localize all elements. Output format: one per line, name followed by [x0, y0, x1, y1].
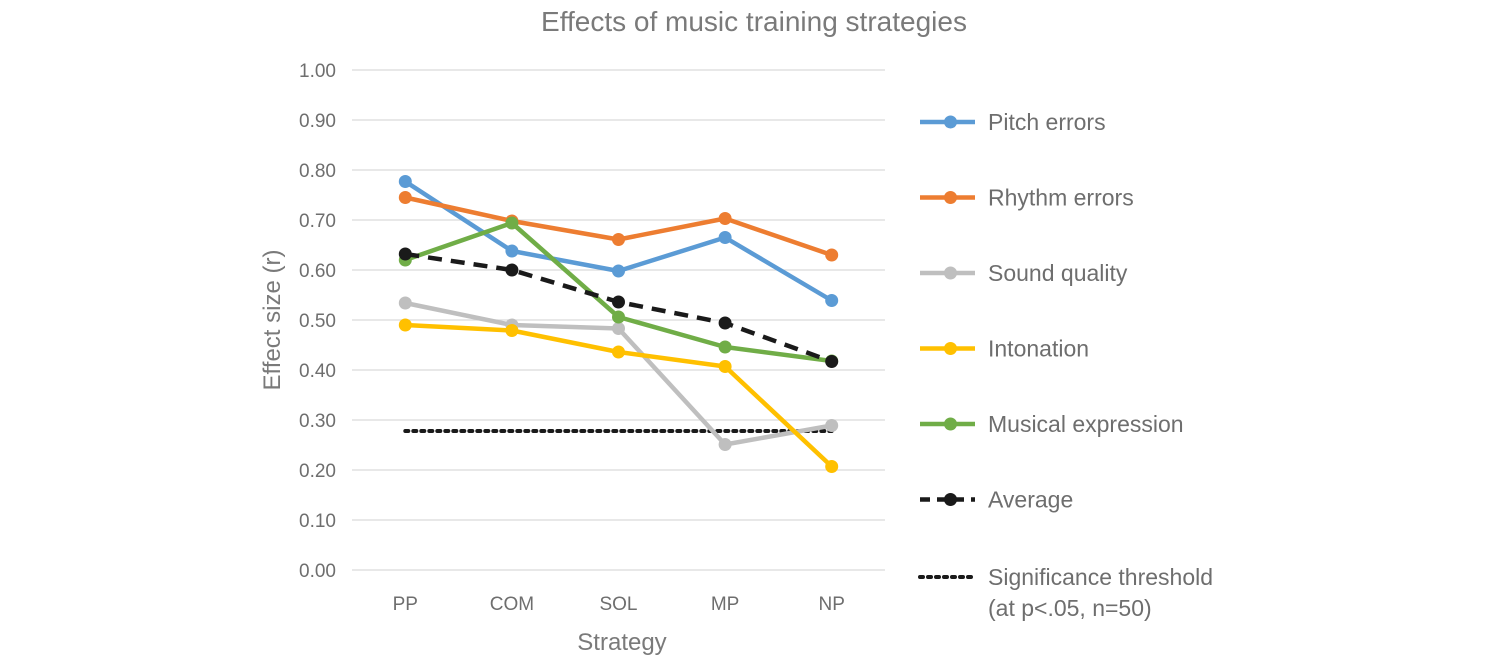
- data-point: [612, 310, 625, 324]
- x-tick-label: SOL: [599, 594, 637, 615]
- data-point: [398, 175, 412, 188]
- legend-swatch-marker: [944, 493, 957, 506]
- x-tick-label: MP: [711, 594, 740, 615]
- legend-item: Intonation: [920, 336, 1089, 362]
- data-point: [398, 247, 412, 261]
- y-tick-label: 0.90: [299, 111, 336, 132]
- y-axis-tick-labels: 0.00 0.10 0.20 0.30 0.40 0.50 0.60 0.70 0.80 0.90…: [299, 61, 336, 582]
- y-tick-label: 0.70: [299, 211, 336, 232]
- series-sound-quality: [398, 296, 839, 451]
- data-point: [612, 345, 625, 359]
- y-tick-label: 0.60: [299, 261, 336, 282]
- legend-swatch-marker: [944, 191, 957, 204]
- y-tick-label: 0.30: [299, 411, 336, 432]
- legend-label: Rhythm errors: [988, 185, 1134, 211]
- x-axis-title: Strategy: [577, 629, 666, 656]
- x-tick-label: COM: [490, 594, 534, 615]
- data-point: [718, 212, 732, 225]
- data-point: [825, 355, 839, 368]
- data-point: [612, 322, 625, 335]
- legend-label: Average: [988, 487, 1073, 513]
- data-point: [612, 233, 625, 246]
- y-tick-label: 0.00: [299, 561, 336, 582]
- series-line: [404, 195, 833, 258]
- legend-label: Intonation: [988, 336, 1089, 362]
- y-axis-title: Effect size (r): [259, 250, 286, 391]
- legend-item: Sound quality: [920, 260, 1128, 286]
- legend-swatch-marker: [944, 417, 957, 431]
- data-point: [825, 294, 839, 307]
- series-rhythm-errors: [398, 191, 839, 262]
- y-tick-label: 0.80: [299, 161, 336, 182]
- series-layer: [398, 175, 839, 473]
- data-point: [825, 248, 839, 262]
- data-point: [398, 191, 412, 204]
- legend-label-secondary: (at p<.05, n=50): [988, 595, 1152, 621]
- legend-swatch-marker: [944, 342, 957, 355]
- y-tick-label: 0.50: [299, 311, 336, 332]
- x-tick-label: NP: [818, 594, 844, 615]
- data-point: [505, 263, 519, 277]
- legend-item: Pitch errors: [920, 109, 1106, 135]
- legend-item-threshold: Significance threshold (at p<.05, n=50): [918, 564, 1213, 621]
- data-point: [718, 360, 732, 373]
- data-point: [505, 324, 519, 337]
- legend-swatch-marker: [944, 266, 957, 280]
- legend-label: Sound quality: [988, 260, 1128, 286]
- legend-swatch-marker: [944, 115, 957, 129]
- x-axis-tick-labels: PP COM SOL MP NP: [393, 594, 845, 615]
- legend: Pitch errors Rhythm errors Sound quality In…: [918, 109, 1213, 621]
- data-point: [505, 244, 519, 258]
- series-pitch-errors: [398, 175, 839, 307]
- legend-label: Musical expression: [988, 411, 1184, 437]
- data-point: [718, 438, 732, 451]
- legend-item: Musical expression: [920, 411, 1184, 437]
- data-point: [612, 264, 625, 278]
- data-point: [505, 216, 519, 230]
- data-point: [398, 318, 412, 332]
- legend-label: Significance threshold: [988, 564, 1213, 590]
- data-point: [718, 231, 732, 244]
- data-point: [825, 460, 839, 473]
- y-tick-label: 0.20: [299, 461, 336, 482]
- y-tick-label: 0.40: [299, 361, 336, 382]
- series-average: [398, 247, 839, 368]
- data-point: [718, 340, 732, 354]
- series-intonation: [398, 318, 839, 473]
- y-tick-label: 0.10: [299, 511, 336, 532]
- legend-label: Pitch errors: [988, 109, 1106, 135]
- x-tick-label: PP: [393, 594, 418, 615]
- data-point: [825, 419, 839, 432]
- data-point: [398, 296, 412, 310]
- data-point: [612, 295, 625, 309]
- legend-item: Rhythm errors: [920, 185, 1134, 211]
- legend-item: Average: [920, 487, 1073, 513]
- y-tick-label: 1.00: [299, 61, 336, 82]
- data-point: [718, 316, 732, 330]
- chart-title: Effects of music training strategies: [541, 6, 967, 37]
